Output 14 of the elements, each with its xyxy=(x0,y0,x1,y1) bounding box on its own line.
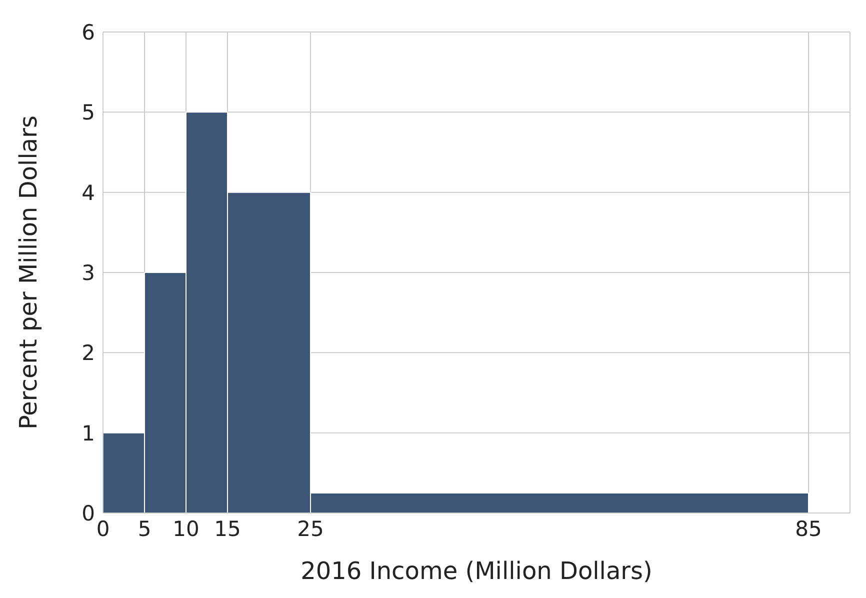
x-tick-label: 25 xyxy=(297,516,324,541)
y-tick-label: 5 xyxy=(82,100,95,125)
y-tick-label: 6 xyxy=(82,20,95,44)
x-tick-label: 15 xyxy=(214,516,241,541)
y-tick-label: 3 xyxy=(82,260,95,285)
x-axis-title: 2016 Income (Million Dollars) xyxy=(300,557,652,585)
x-tick-label: 5 xyxy=(138,516,152,541)
y-axis-title: Percent per Million Dollars xyxy=(14,116,43,430)
x-tick-label: 10 xyxy=(172,516,200,541)
x-tick-label: 85 xyxy=(795,516,822,541)
y-tick-label: 0 xyxy=(82,501,95,526)
y-tick-label: 2 xyxy=(82,341,95,366)
y-tick-label: 4 xyxy=(82,180,95,205)
y-tick-label: 1 xyxy=(82,421,95,446)
